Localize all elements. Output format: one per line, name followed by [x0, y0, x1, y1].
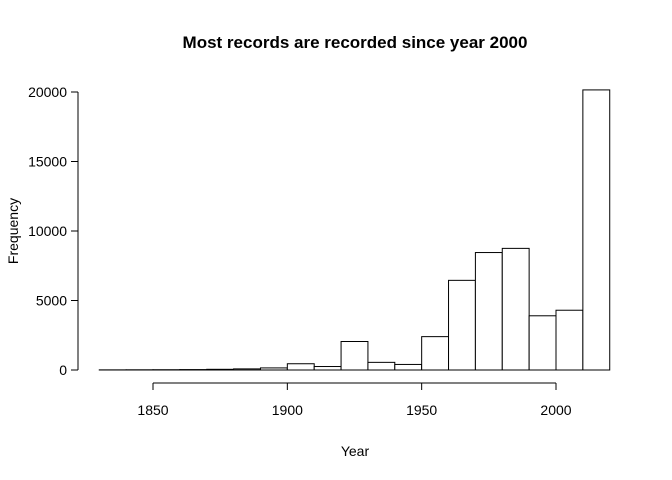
histogram-bar-1900-1910	[286, 363, 315, 371]
y-tick-label: 0	[59, 362, 67, 378]
histogram-bar-1890-1900	[259, 367, 288, 371]
histogram-bar-1960-1970	[448, 279, 476, 371]
y-tick-label: 10000	[28, 223, 67, 239]
histogram-bar-1930-1940	[367, 361, 396, 371]
x-tick-label: 1950	[406, 402, 437, 418]
histogram-bar-1950-1960	[421, 336, 450, 371]
bars-group	[98, 89, 611, 371]
histogram-bar-2000-2010	[555, 309, 584, 371]
histogram-bar-1970-1980	[474, 252, 503, 371]
histogram-bar-1870-1880	[206, 368, 235, 371]
x-tick-label: 2000	[540, 402, 571, 418]
x-tick-label: 1900	[272, 402, 303, 418]
x-axis: 1850 1900 1950 2000	[137, 382, 572, 418]
x-tick-label: 1850	[137, 402, 168, 418]
histogram-bar-1880-1890	[233, 368, 261, 371]
y-axis: 0 5000 10000 15000 20000	[28, 84, 79, 378]
histogram-bar-1910-1920	[313, 366, 342, 371]
histogram-bar-1940-1950	[394, 363, 423, 371]
histogram-bar-1920-1930	[340, 341, 369, 371]
y-tick-label: 20000	[28, 84, 67, 100]
y-tick-label: 5000	[36, 293, 67, 309]
histogram-bar-1980-1990	[501, 247, 530, 371]
y-tick-label: 15000	[28, 154, 67, 170]
histogram-bar-2010-2020	[582, 89, 611, 371]
histogram-bar-1990-2000	[528, 315, 557, 371]
chart-title: Most records are recorded since year 200…	[183, 33, 528, 52]
y-axis-label: Frequency	[5, 198, 21, 264]
x-axis-label: Year	[341, 443, 370, 459]
